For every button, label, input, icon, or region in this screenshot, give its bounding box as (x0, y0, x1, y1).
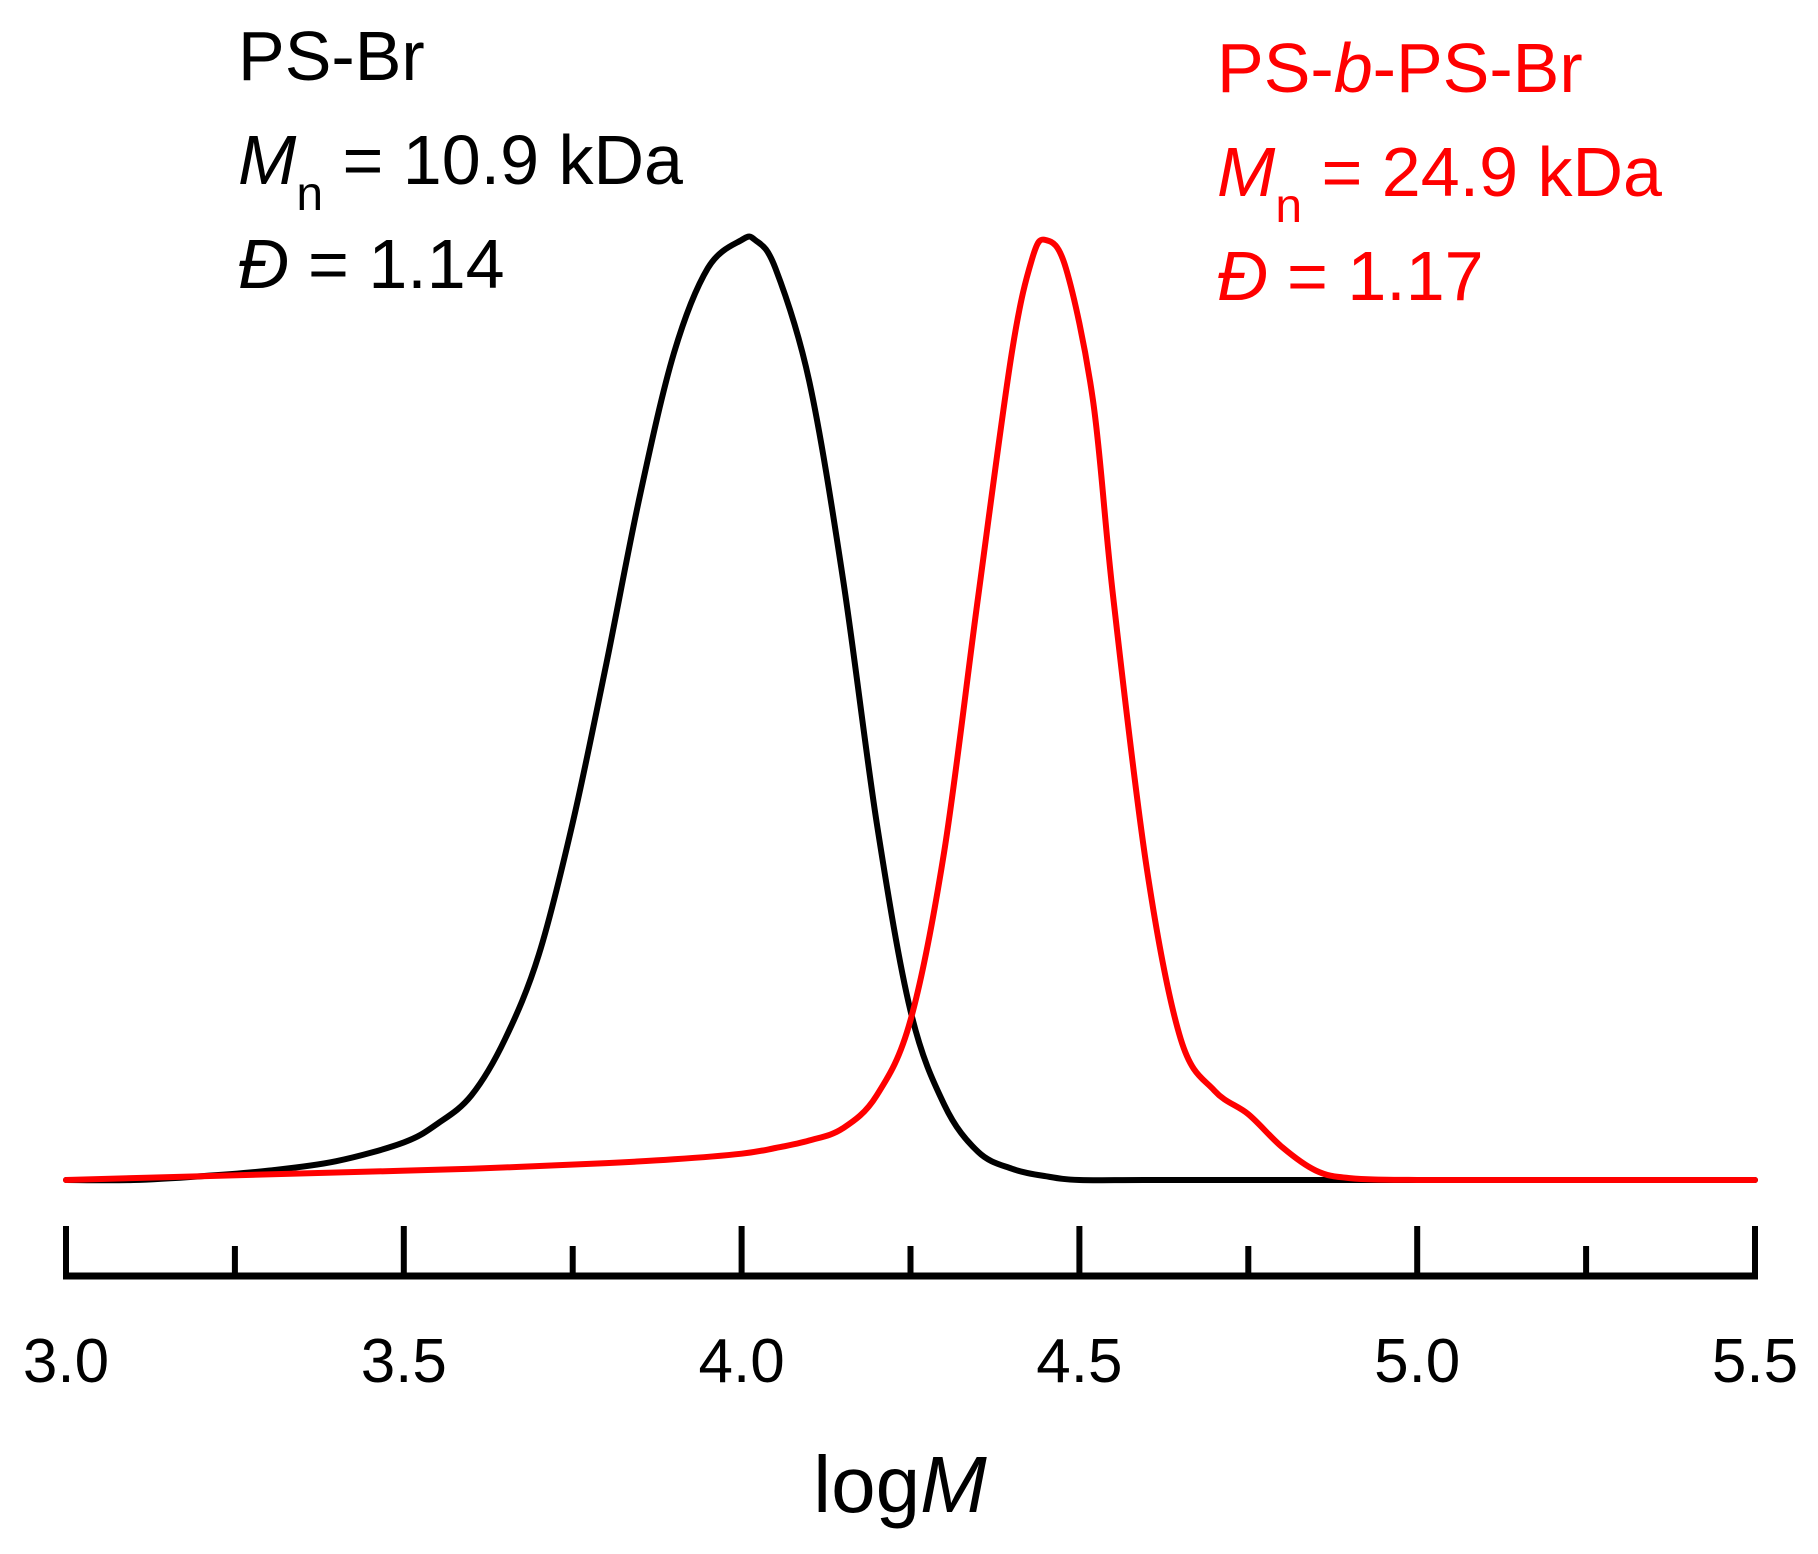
annotation-mn-subscript: n (1275, 180, 1302, 233)
annotation-dispersity-ps-br: Đ = 1.14 (238, 225, 505, 303)
annotation-mn-value: = 24.9 kDa (1302, 133, 1662, 211)
x-tick-label: 5.0 (1374, 1327, 1460, 1396)
annotation-name-part: PS- (1217, 29, 1334, 107)
x-axis: 3.0 3.5 4.0 4.5 5.0 5.5 (23, 1226, 1798, 1396)
x-axis-title-prefix: log (813, 1440, 920, 1529)
x-tick-label: 3.5 (361, 1327, 447, 1396)
series-line-ps-br (63, 233, 1758, 1184)
annotation-name-ps-br: PS-Br (238, 17, 425, 95)
annotation-dispersity-symbol: Đ (238, 225, 289, 303)
annotation-name-part: b (1334, 29, 1373, 107)
x-tick-label: 5.5 (1712, 1327, 1798, 1396)
annotation-dispersity-symbol: Đ (1217, 237, 1268, 315)
annotation-dispersity-ps-b-ps-br: Đ = 1.17 (1217, 237, 1484, 315)
annotation-mn-symbol: M (238, 121, 297, 199)
x-axis-title-italic: M (920, 1440, 987, 1529)
annotation-name-part: PS-Br (238, 17, 425, 95)
curves-group (63, 233, 1758, 1184)
annotation-mn-subscript: n (296, 168, 323, 221)
x-axis-title: logM (813, 1440, 987, 1529)
annotation-dispersity-value: = 1.14 (289, 225, 505, 303)
annotation-name-ps-b-ps-br: PS-b-PS-Br (1217, 29, 1583, 107)
annotation-dispersity-value: = 1.17 (1268, 237, 1484, 315)
annotation-mn-value: = 10.9 kDa (323, 121, 683, 199)
x-tick-label: 4.0 (698, 1327, 784, 1396)
annotation-mn-ps-b-ps-br: Mn = 24.9 kDa (1217, 133, 1662, 233)
x-tick-label: 4.5 (1036, 1327, 1122, 1396)
x-tick-label: 3.0 (23, 1327, 109, 1396)
series-line-ps-b-ps-br (63, 236, 1758, 1184)
annotation-name-part: -PS-Br (1373, 29, 1583, 107)
annotation-mn-ps-br: Mn = 10.9 kDa (238, 121, 683, 221)
annotation-mn-symbol: M (1217, 133, 1276, 211)
